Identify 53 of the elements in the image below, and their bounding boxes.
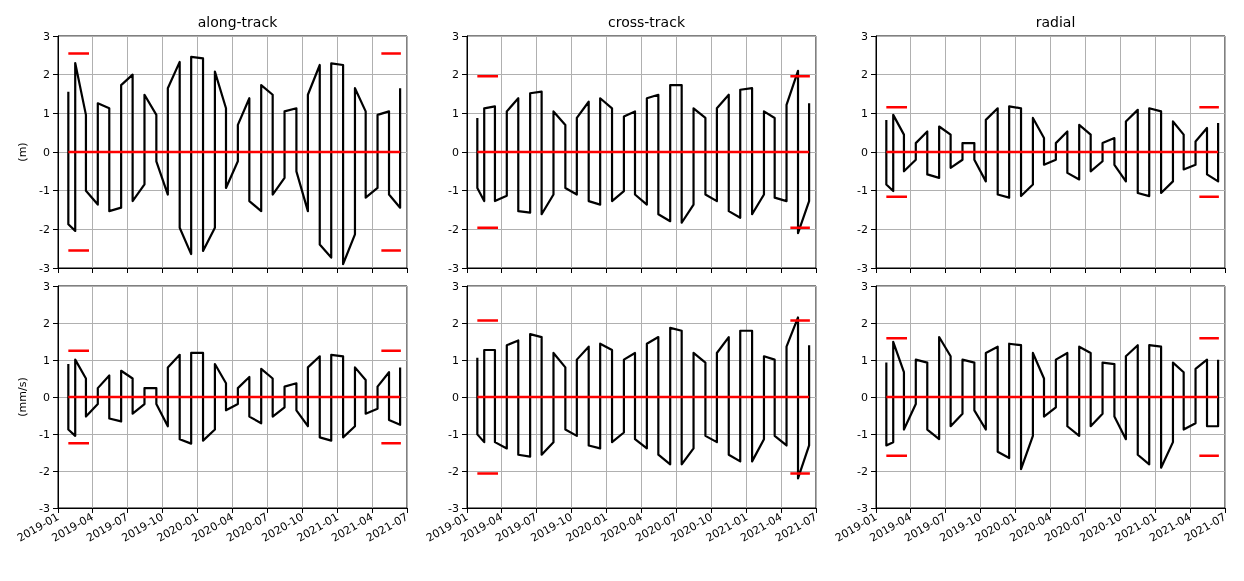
line-series <box>67 55 402 266</box>
y-tick-label: 1 <box>861 106 868 120</box>
y-tick-label: 1 <box>43 106 50 120</box>
y-tick-label: -3 <box>39 261 50 275</box>
y-tick-label: 1 <box>43 353 50 367</box>
y-tick-label: -2 <box>448 222 459 236</box>
y-axis-title: (m) <box>16 142 29 162</box>
y-tick-label: 0 <box>861 390 868 404</box>
y-tick-label: -1 <box>448 427 459 441</box>
y-tick-label: -1 <box>857 184 868 198</box>
y-tick-label: 1 <box>861 353 868 367</box>
y-tick-label: -2 <box>448 464 459 478</box>
y-tick-label: -3 <box>857 261 868 275</box>
y-tick-label: -3 <box>448 501 459 515</box>
y-tick-label: 3 <box>861 29 868 43</box>
y-tick-label: -2 <box>857 464 868 478</box>
y-tick-label: 1 <box>452 353 459 367</box>
y-tick-label: 0 <box>452 390 459 404</box>
y-tick-label: 0 <box>43 390 50 404</box>
line-series <box>476 316 811 480</box>
y-tick-label: 3 <box>452 29 459 43</box>
y-tick-label: 2 <box>452 68 459 82</box>
y-tick-label: 1 <box>452 106 459 120</box>
y-tick-label: -2 <box>39 464 50 478</box>
y-tick-label: 2 <box>452 316 459 330</box>
chart-title: along-track <box>197 14 279 30</box>
y-tick-label: -2 <box>39 222 50 236</box>
y-tick-label: 2 <box>43 68 50 82</box>
line-series <box>885 335 1220 471</box>
line-series <box>476 69 811 235</box>
y-axis-title: (mm/s) <box>16 377 29 417</box>
y-tick-label: -1 <box>39 427 50 441</box>
y-tick-label: 2 <box>861 316 868 330</box>
y-tick-label: 3 <box>452 279 459 293</box>
y-tick-label: 3 <box>861 279 868 293</box>
chart-title: radial <box>1035 14 1076 30</box>
y-tick-label: -1 <box>448 184 459 198</box>
y-tick-label: 2 <box>43 316 50 330</box>
y-tick-label: 3 <box>43 29 50 43</box>
line-series <box>885 105 1220 199</box>
y-tick-label: -3 <box>857 501 868 515</box>
line-series <box>67 351 402 445</box>
y-tick-label: 0 <box>452 145 459 159</box>
y-tick-label: -1 <box>39 184 50 198</box>
y-tick-label: 0 <box>43 145 50 159</box>
chart-title: cross-track <box>608 14 686 30</box>
y-tick-label: 0 <box>861 145 868 159</box>
y-tick-label: 3 <box>43 279 50 293</box>
y-tick-label: -1 <box>857 427 868 441</box>
y-tick-label: -2 <box>857 222 868 236</box>
y-tick-label: 2 <box>861 68 868 82</box>
y-tick-label: -3 <box>448 261 459 275</box>
y-tick-label: -3 <box>39 501 50 515</box>
